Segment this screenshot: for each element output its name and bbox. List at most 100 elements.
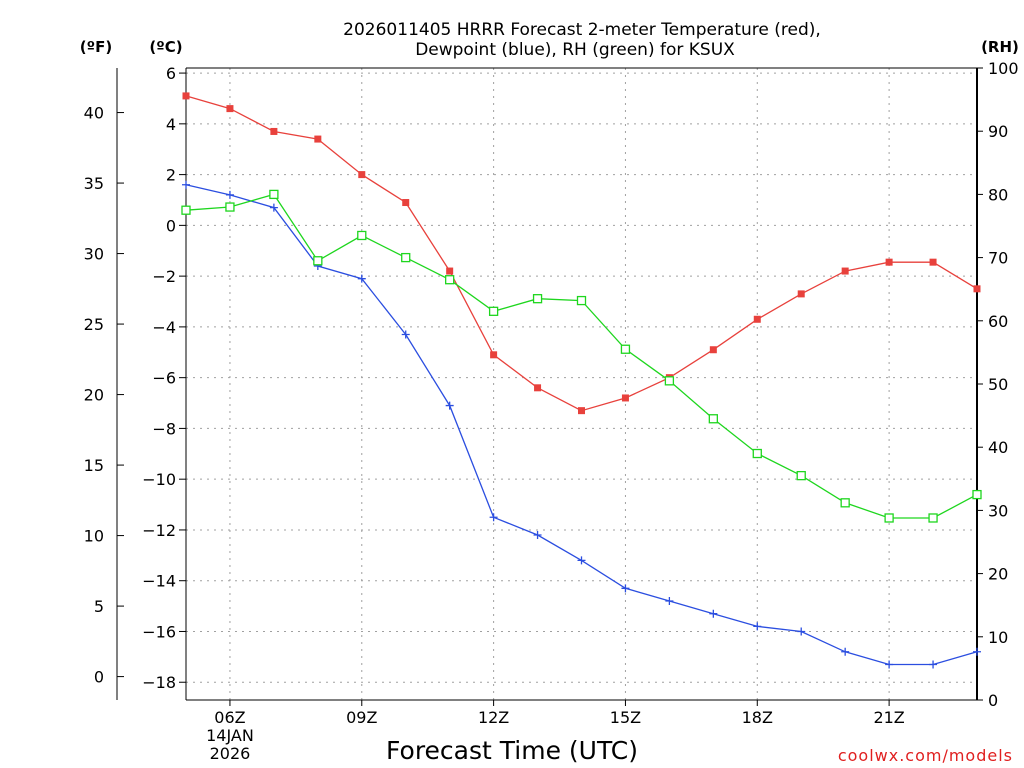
fahrenheit-tick-label: 20 bbox=[84, 386, 104, 405]
rh-tick-label: 60 bbox=[988, 312, 1008, 331]
rh-tick-label: 0 bbox=[988, 691, 998, 710]
x-tick-label: 09Z bbox=[346, 708, 377, 727]
rh-point bbox=[796, 470, 806, 481]
celsius-tick-label: −4 bbox=[152, 318, 176, 337]
rh-tick-label: 50 bbox=[988, 375, 1008, 394]
fahrenheit-tick-label: 40 bbox=[84, 104, 104, 123]
temperature-point bbox=[929, 258, 937, 266]
rh-point bbox=[357, 230, 367, 241]
celsius-tick-label: 6 bbox=[166, 64, 176, 83]
temperature-point bbox=[841, 267, 849, 275]
temperature-point bbox=[490, 351, 498, 359]
temperature-point bbox=[314, 135, 322, 143]
celsius-tick-label: −18 bbox=[142, 673, 176, 692]
dewpoint-point bbox=[357, 274, 366, 283]
dewpoint-point bbox=[533, 531, 542, 540]
celsius-tick-label: 0 bbox=[166, 216, 176, 235]
temperature-point bbox=[270, 127, 278, 135]
x-tick-label: 06Z bbox=[214, 708, 245, 727]
celsius-tick-label: 4 bbox=[166, 115, 176, 134]
rh-point bbox=[620, 344, 631, 354]
temperature-series-line bbox=[185, 95, 978, 412]
rh-tick-label: 80 bbox=[988, 185, 1008, 204]
rh-tick-label: 30 bbox=[988, 501, 1008, 520]
celsius-tick-label: −16 bbox=[142, 622, 176, 641]
rh-point bbox=[664, 376, 675, 386]
rh-point bbox=[269, 189, 279, 200]
temperature-point bbox=[709, 346, 717, 354]
rh-point bbox=[752, 448, 762, 459]
rh-tick-label: 70 bbox=[988, 249, 1008, 268]
dewpoint-point bbox=[929, 660, 938, 669]
dewpoint-point bbox=[489, 513, 498, 522]
fahrenheit-tick-label: 10 bbox=[84, 527, 104, 546]
rh-tick-label: 20 bbox=[988, 565, 1008, 584]
celsius-tick-label: 2 bbox=[166, 166, 176, 185]
x-tick-year-label: 2026 bbox=[210, 744, 251, 763]
dewpoint-point bbox=[753, 622, 762, 631]
x-tick-label: 21Z bbox=[873, 708, 904, 727]
celsius-tick-label: −8 bbox=[152, 419, 176, 438]
temperature-point bbox=[797, 290, 805, 298]
temperature-point bbox=[753, 315, 761, 323]
celsius-tick-label: −6 bbox=[152, 369, 176, 388]
fahrenheit-tick-label: 0 bbox=[94, 668, 104, 687]
x-tick-date-label: 14JAN bbox=[206, 726, 254, 745]
dewpoint-point bbox=[225, 190, 234, 199]
dewpoint-point bbox=[182, 180, 190, 189]
dewpoint-point bbox=[665, 597, 674, 606]
dewpoint-point bbox=[269, 203, 278, 212]
temperature-point bbox=[402, 199, 410, 207]
celsius-unit-label: (ºC) bbox=[149, 38, 182, 56]
temperature-point bbox=[182, 92, 190, 100]
dewpoint-point bbox=[709, 609, 718, 618]
rh-unit-label: (RH) bbox=[981, 38, 1019, 56]
rh-point bbox=[576, 295, 587, 306]
temperature-point bbox=[226, 105, 234, 113]
dewpoint-point bbox=[577, 556, 586, 565]
celsius-tick-label: −14 bbox=[142, 572, 176, 591]
celsius-tick-label: −2 bbox=[152, 267, 176, 286]
rh-point bbox=[532, 294, 543, 304]
rh-point bbox=[708, 414, 718, 424]
chart-title-line2: Dewpoint (blue), RH (green) for KSUX bbox=[415, 40, 735, 60]
fahrenheit-tick-label: 5 bbox=[94, 597, 104, 616]
dewpoint-point bbox=[445, 401, 454, 410]
rh-point bbox=[225, 202, 235, 212]
chart-title-line1: 2026011405 HRRR Forecast 2-meter Tempera… bbox=[343, 20, 821, 40]
x-tick-label: 15Z bbox=[610, 708, 641, 727]
rh-point bbox=[840, 498, 850, 508]
temperature-point bbox=[973, 285, 981, 293]
dewpoint-point bbox=[401, 330, 410, 339]
dewpoint-point bbox=[797, 627, 806, 636]
rh-point bbox=[972, 489, 982, 500]
fahrenheit-tick-label: 15 bbox=[84, 456, 104, 475]
celsius-tick-label: −10 bbox=[142, 470, 176, 489]
dewpoint-point bbox=[885, 660, 894, 669]
rh-point bbox=[884, 513, 894, 523]
temperature-point bbox=[621, 394, 629, 402]
fahrenheit-tick-label: 35 bbox=[84, 174, 104, 193]
fahrenheit-tick-label: 25 bbox=[84, 315, 104, 334]
temperature-point bbox=[578, 407, 585, 415]
rh-point bbox=[313, 256, 323, 266]
rh-point bbox=[928, 513, 938, 523]
dewpoint-point bbox=[973, 647, 981, 656]
temperature-point bbox=[446, 267, 454, 275]
dewpoint-point bbox=[621, 584, 630, 593]
rh-point bbox=[445, 275, 455, 285]
celsius-tick-label: −12 bbox=[142, 521, 176, 540]
x-tick-label: 12Z bbox=[478, 708, 509, 727]
rh-tick-label: 40 bbox=[988, 438, 1008, 457]
rh-tick-label: 10 bbox=[988, 628, 1008, 647]
fahrenheit-tick-label: 30 bbox=[84, 245, 104, 264]
rh-tick-label: 100 bbox=[988, 59, 1019, 78]
temperature-point bbox=[885, 258, 893, 266]
dewpoint-series-line bbox=[185, 184, 978, 666]
fahrenheit-unit-label: (ºF) bbox=[80, 38, 112, 56]
x-axis-label: Forecast Time (UTC) bbox=[386, 736, 638, 765]
rh-point bbox=[181, 205, 191, 215]
rh-point bbox=[488, 306, 499, 316]
rh-tick-label: 90 bbox=[988, 122, 1008, 141]
